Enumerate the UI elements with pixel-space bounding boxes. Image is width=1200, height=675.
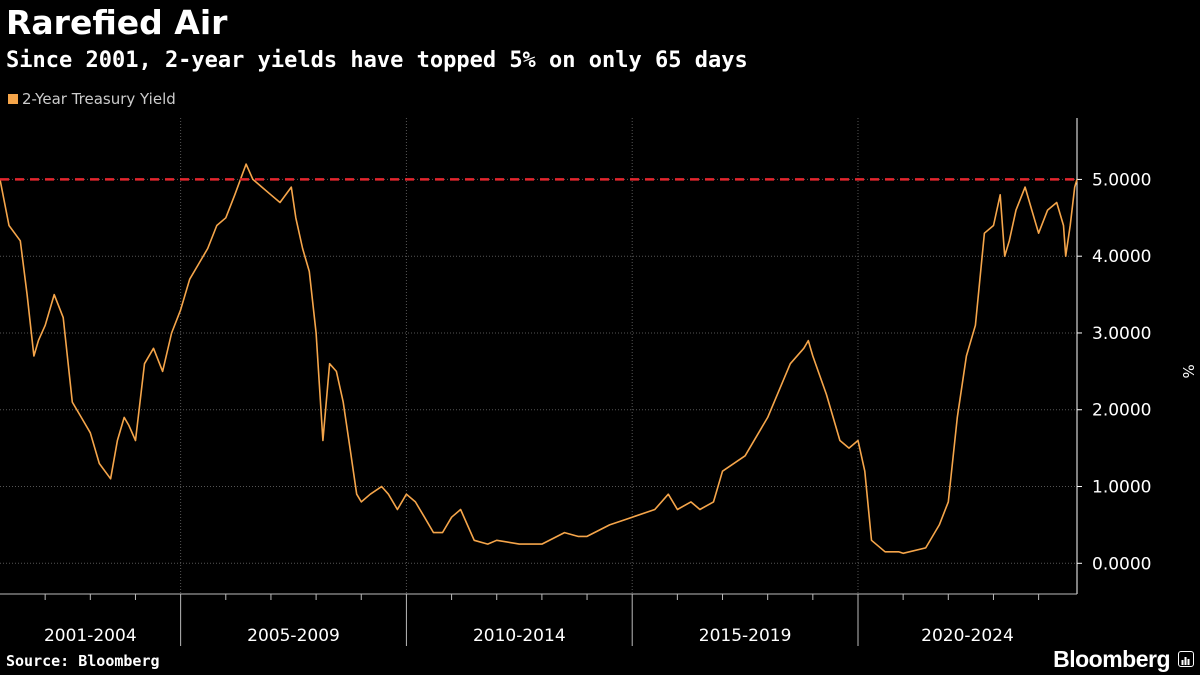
tick-labels: 0.0000 1.0000 2.0000 3.0000 4.0000 5.0000 2001… xyxy=(44,170,1197,646)
x-category-label: 2005-2009 xyxy=(247,626,340,646)
y-tick-label: 3.0000 xyxy=(1092,324,1151,344)
y-tick-label: 5.0000 xyxy=(1092,170,1151,190)
chart-bars-icon xyxy=(1178,651,1194,667)
x-category-label: 2001-2004 xyxy=(44,626,137,646)
x-category-label: 2010-2014 xyxy=(473,626,566,646)
y-tick-label: 4.0000 xyxy=(1092,247,1151,267)
source-note: Source: Bloomberg xyxy=(6,652,160,670)
legend-swatch xyxy=(8,94,18,104)
y-tick-label: 1.0000 xyxy=(1092,478,1151,498)
brand-logo: Bloomberg xyxy=(1053,646,1170,672)
legend: 2-Year Treasury Yield xyxy=(8,90,176,108)
series-layer xyxy=(0,163,1078,555)
chart-title: Rarefied Air xyxy=(6,3,228,42)
y-tick-label: 0.0000 xyxy=(1092,554,1151,574)
x-category-label: 2015-2019 xyxy=(699,626,792,646)
axes xyxy=(0,118,1082,646)
y-tick-label: 2.0000 xyxy=(1092,401,1151,421)
series-line xyxy=(0,163,1078,555)
chart-subtitle: Since 2001, 2-year yields have topped 5%… xyxy=(6,48,748,73)
y-axis-label: % xyxy=(1179,364,1197,378)
gridlines xyxy=(0,118,1077,594)
legend-label: 2-Year Treasury Yield xyxy=(22,90,176,108)
x-category-label: 2020-2024 xyxy=(921,626,1014,646)
